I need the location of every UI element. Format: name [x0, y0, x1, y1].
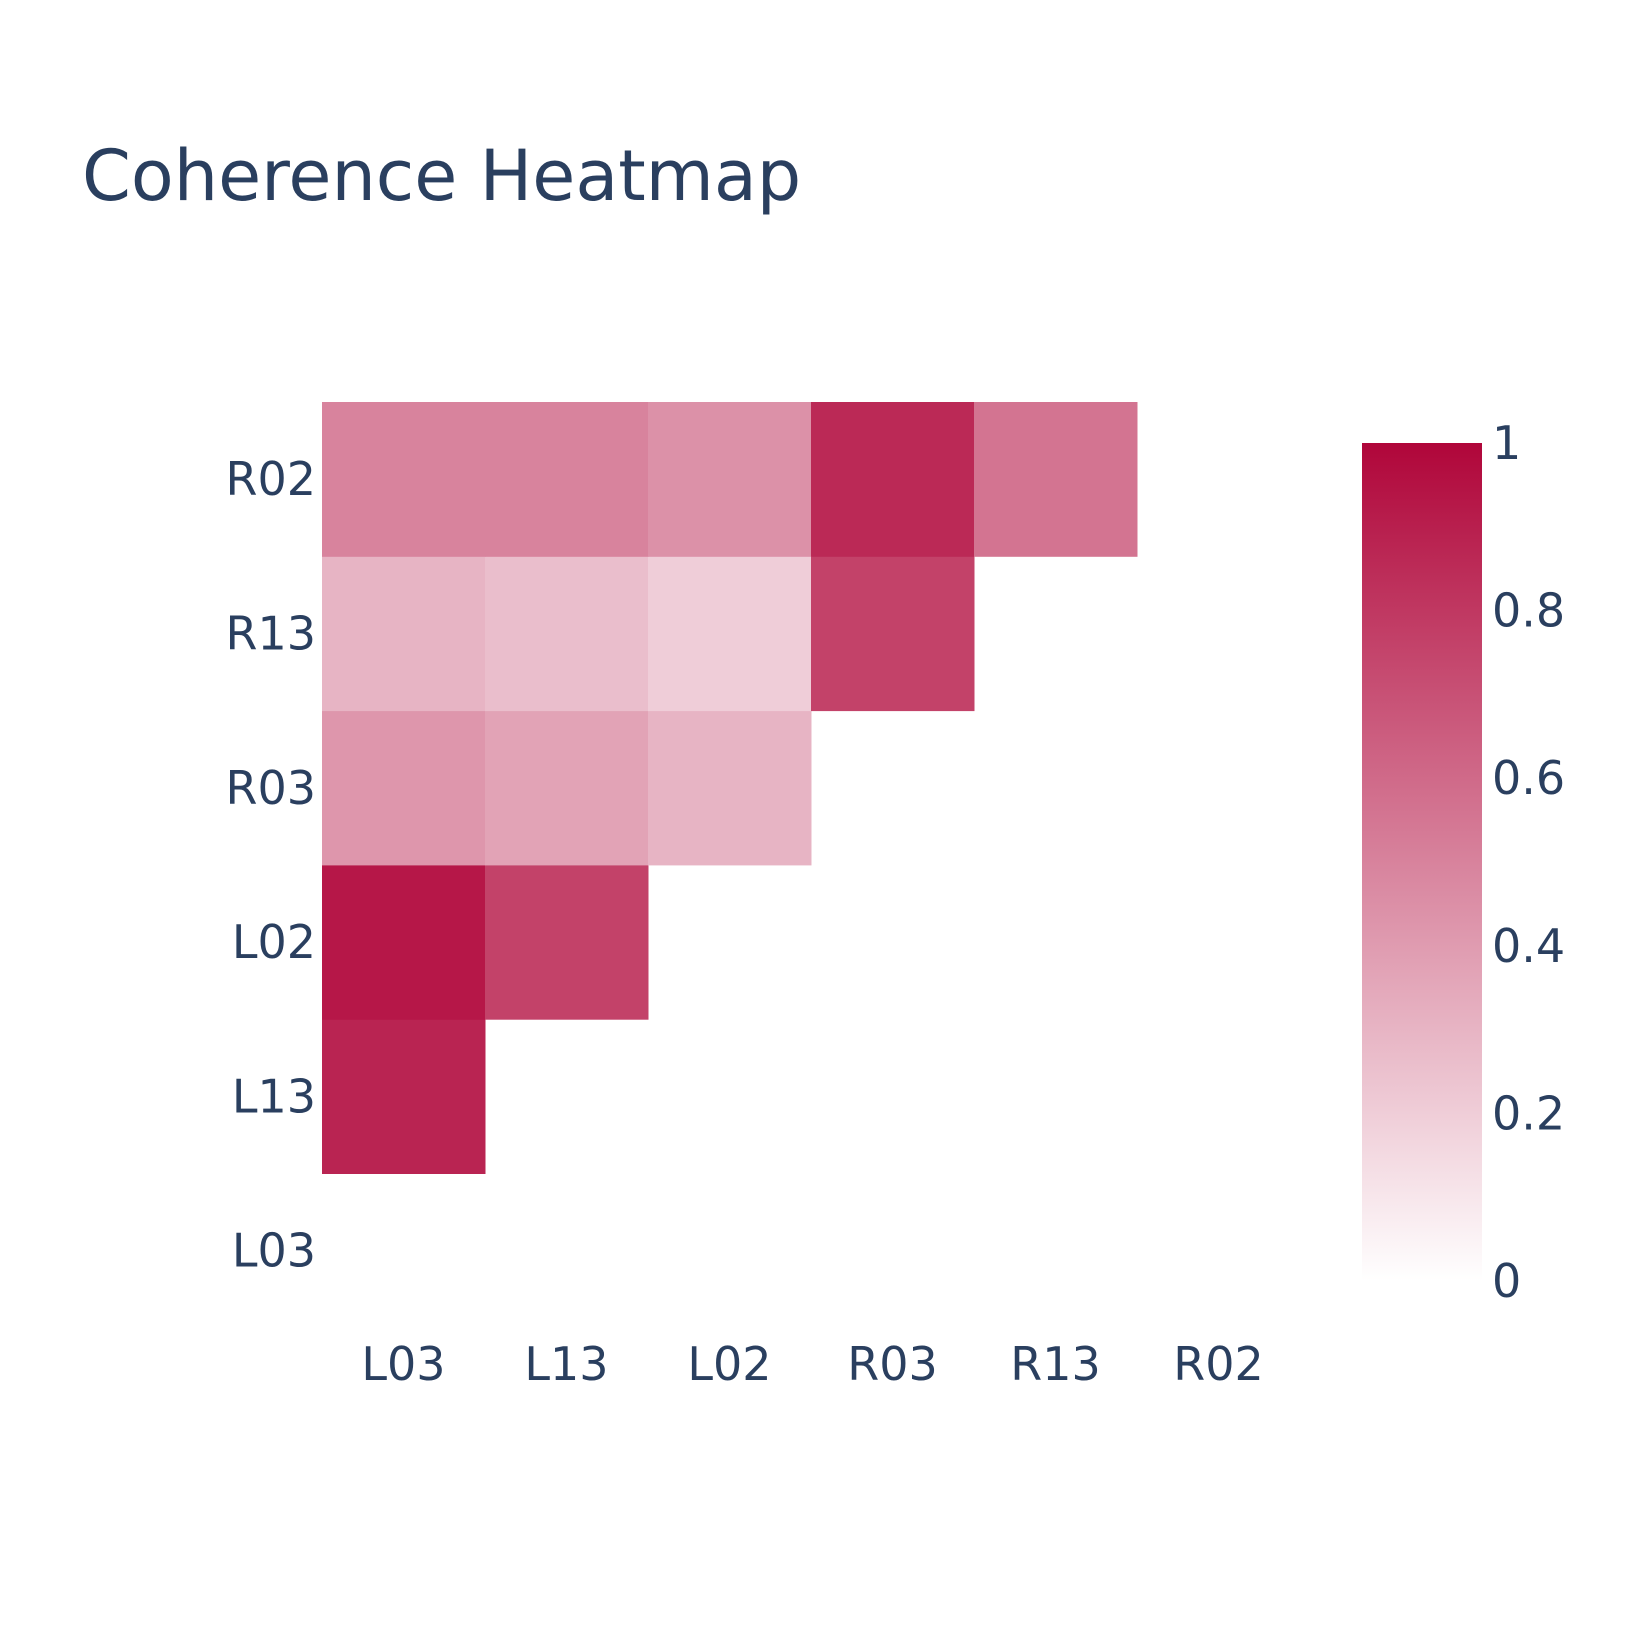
heatmap-cell-R13-L13 [485, 556, 649, 712]
heatmap-cell-R13-L03 [322, 556, 486, 712]
x-axis-ticks: L03 L13 L02 R03 R13 R02 [361, 1337, 1263, 1391]
y-tick-label: L13 [232, 1069, 316, 1123]
y-tick-label: L03 [232, 1224, 316, 1278]
x-tick-label: L02 [687, 1337, 771, 1391]
heatmap-cell-R13-L02 [648, 556, 812, 712]
heatmap-cell-R03-L13 [485, 710, 649, 866]
heatmap-cell-L02-L03 [322, 864, 486, 1020]
x-tick-label: R13 [1010, 1337, 1101, 1391]
heatmap-cell-R03-L02 [648, 710, 812, 866]
heatmap-cell-R02-L02 [648, 402, 812, 557]
x-tick-label: R02 [1173, 1337, 1264, 1391]
colorbar-tick-label: 0.4 [1492, 919, 1565, 973]
heatmap-cell-R02-L13 [485, 402, 649, 557]
heatmap-cell-L02-L13 [485, 864, 649, 1020]
heatmap-cell-R02-R03 [811, 402, 975, 557]
x-tick-label: L03 [361, 1337, 445, 1391]
colorbar-tick-label: 0 [1492, 1254, 1521, 1308]
y-tick-label: R13 [226, 606, 317, 660]
heatmap-cell-R03-L03 [322, 710, 486, 866]
y-tick-label: L02 [232, 915, 316, 969]
colorbar-ticks: 0 0.2 0.4 0.6 0.8 1 [1492, 416, 1565, 1308]
heatmap-cell-R02-L03 [322, 402, 486, 557]
x-tick-label: R03 [847, 1337, 938, 1391]
colorbar-tick-label: 0.2 [1492, 1086, 1565, 1140]
chart-title: Coherence Heatmap [82, 135, 801, 217]
heatmap-cells [322, 402, 1138, 1174]
colorbar-tick-label: 1 [1492, 416, 1521, 470]
x-tick-label: L13 [524, 1337, 608, 1391]
colorbar-tick-label: 0.8 [1492, 584, 1565, 638]
y-tick-label: R02 [226, 452, 317, 506]
y-tick-label: R03 [226, 761, 317, 815]
colorbar [1362, 443, 1482, 1281]
y-axis-ticks: L03 L13 L02 R03 R13 R02 [226, 452, 317, 1278]
heatmap-cell-R02-R13 [974, 402, 1138, 557]
heatmap-cell-R13-R03 [811, 556, 975, 712]
heatmap-cell-L13-L03 [322, 1019, 486, 1174]
colorbar-tick-label: 0.6 [1492, 751, 1565, 805]
